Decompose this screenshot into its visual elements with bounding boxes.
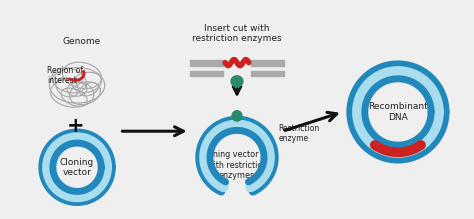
- Text: +: +: [66, 116, 84, 136]
- Polygon shape: [232, 111, 242, 121]
- Text: Cloning vector cut
with restriction
enzymes: Cloning vector cut with restriction enzy…: [200, 150, 274, 180]
- Polygon shape: [231, 76, 243, 87]
- Text: Recombinant
DNA: Recombinant DNA: [368, 102, 428, 122]
- Text: Cloning
vector: Cloning vector: [60, 157, 94, 177]
- Text: Genome: Genome: [63, 37, 101, 46]
- Text: Insert cut with
restriction enzymes: Insert cut with restriction enzymes: [192, 24, 282, 44]
- Text: Region of
interest: Region of interest: [47, 66, 83, 85]
- Text: Restriction
enzyme: Restriction enzyme: [278, 124, 320, 143]
